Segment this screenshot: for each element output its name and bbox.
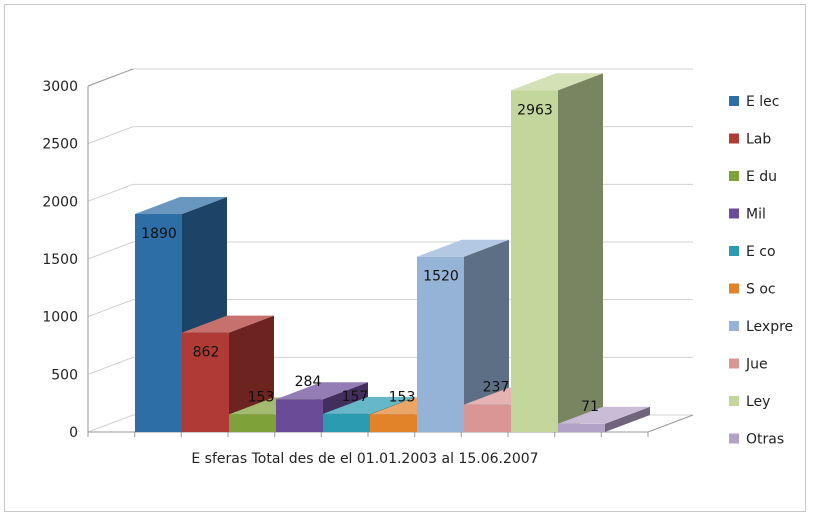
bar-front <box>135 214 182 432</box>
bar-top <box>182 315 274 333</box>
legend-label: E lec <box>746 94 780 110</box>
bar-top <box>276 382 368 400</box>
x-axis-caption: E sferas Total des de el 01.01.2003 al 1… <box>191 451 538 467</box>
legend-swatch <box>729 358 739 369</box>
legend-item: Ley <box>729 394 770 410</box>
legend-label: Ley <box>746 394 770 410</box>
data-label: 2963 <box>517 102 553 118</box>
legend-swatch <box>729 246 739 256</box>
data-label: 153 <box>248 389 275 405</box>
bar-front <box>229 414 276 432</box>
bar-front <box>182 332 229 432</box>
gridline-diag <box>87 126 134 145</box>
bar-front <box>323 413 370 432</box>
y-tick-label: 2000 <box>42 194 78 210</box>
legend-swatch <box>729 396 739 406</box>
legend-item: Otras <box>729 432 784 448</box>
bar-front <box>370 414 417 432</box>
legend-swatch <box>729 208 739 219</box>
legend-label: Lexpre <box>746 319 793 335</box>
legend-item: Jue <box>729 357 768 373</box>
data-label: 237 <box>483 380 510 396</box>
bar-top <box>558 406 650 424</box>
legend: E lec Lab E du Mil E co S oc Lexpre Jue Ley Otras <box>729 94 793 448</box>
legend-swatch <box>729 171 739 181</box>
bar-front <box>558 423 605 432</box>
bar-6 <box>417 239 509 432</box>
bar-top <box>511 73 603 91</box>
y-tick-label: 0 <box>69 425 78 441</box>
legend-label: Jue <box>745 357 768 373</box>
legend-label: Lab <box>746 132 771 148</box>
legend-item: E du <box>729 169 777 185</box>
bar-side <box>558 73 603 432</box>
y-tick-labels: 0 500 1000 1500 2000 2500 3000 <box>42 79 78 441</box>
bar-front <box>276 399 323 432</box>
bars <box>135 73 650 432</box>
gridline-diag <box>87 356 134 375</box>
legend-item: Lab <box>729 132 771 148</box>
bar-front <box>464 404 511 432</box>
legend-swatch <box>729 133 739 144</box>
wall-top-edge <box>87 68 134 87</box>
bar-top <box>417 239 509 257</box>
y-tick-label: 1000 <box>42 310 78 326</box>
legend-swatch <box>729 433 739 444</box>
data-label: 71 <box>581 399 599 415</box>
data-labels: 1890 862 153 284 157 153 1520 237 2963 71 <box>141 102 599 415</box>
legend-swatch <box>729 283 739 294</box>
data-label: 862 <box>193 345 220 361</box>
legend-label: E co <box>746 244 776 260</box>
bar-top <box>323 396 415 414</box>
legend-label: Mil <box>746 207 766 223</box>
data-label: 284 <box>295 374 322 390</box>
data-label: 157 <box>342 389 369 405</box>
bar-9 <box>558 406 650 432</box>
y-tick-label: 2500 <box>42 137 78 153</box>
legend-item: S oc <box>729 282 776 298</box>
y-tick-label: 500 <box>51 367 78 383</box>
bar-8 <box>511 73 603 432</box>
legend-swatch <box>729 321 739 331</box>
bar-side <box>464 239 509 432</box>
bar-front <box>511 90 558 432</box>
bar-front <box>417 256 464 432</box>
bar-top <box>135 197 227 215</box>
gridline-diag <box>87 183 134 202</box>
y-tick-label: 3000 <box>42 79 78 95</box>
data-label: 1890 <box>141 226 177 242</box>
bar-side <box>605 406 650 432</box>
gridline-diag <box>87 414 134 433</box>
legend-item: E lec <box>729 94 780 110</box>
data-label: 153 <box>389 389 416 405</box>
gridline-diag <box>87 299 134 318</box>
y-tick-label: 1500 <box>42 252 78 268</box>
legend-label: S oc <box>746 282 776 298</box>
legend-swatch <box>729 96 739 106</box>
floor-right-edge <box>647 414 694 433</box>
data-label: 1520 <box>423 269 459 285</box>
legend-label: E du <box>746 169 777 185</box>
legend-item: Mil <box>729 207 766 223</box>
legend-item: Lexpre <box>729 319 793 335</box>
gridline-diag <box>87 241 134 260</box>
legend-label: Otras <box>746 432 784 448</box>
legend-item: E co <box>729 244 776 260</box>
